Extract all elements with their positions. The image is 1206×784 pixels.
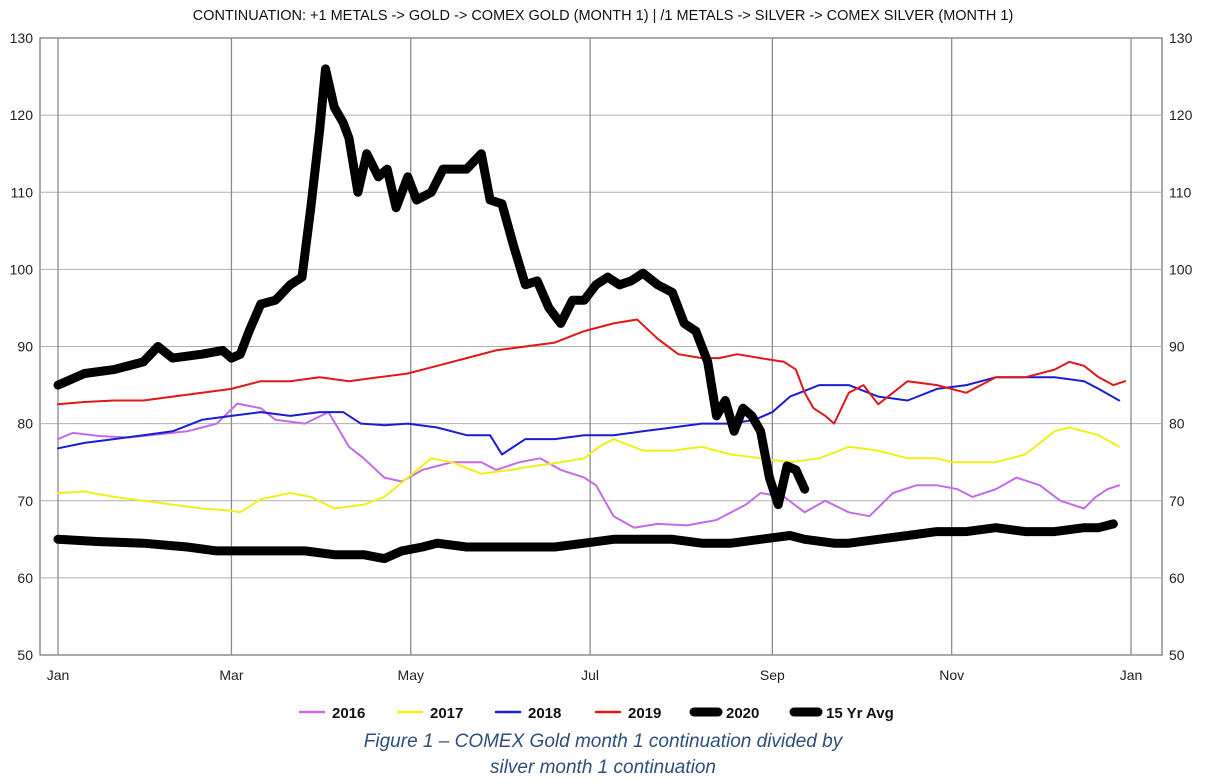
y-tick-label-right: 80: [1169, 416, 1185, 432]
legend-label: 2020: [726, 705, 759, 722]
legend-label: 2019: [628, 705, 661, 722]
legend-label: 2018: [528, 705, 561, 722]
series-line-2019: [57, 318, 1127, 425]
y-tick-label-right: 120: [1169, 107, 1193, 123]
y-tick-label-left: 70: [17, 493, 33, 509]
y-tick-label-right: 60: [1169, 570, 1185, 586]
series-line-2020: [53, 64, 810, 510]
figure-caption-line-2: silver month 1 continuation: [489, 757, 716, 778]
series-line-15-yr-avg: [53, 519, 1118, 564]
y-tick-label-right: 130: [1169, 30, 1193, 46]
y-tick-label-left: 100: [10, 261, 34, 277]
legend-label: 15 Yr Avg: [826, 705, 894, 722]
x-tick-label: Sep: [760, 667, 785, 683]
series-layer: [53, 64, 1127, 564]
x-tick-label: Jan: [1120, 667, 1143, 683]
y-tick-label-left: 130: [10, 30, 34, 46]
y-tick-label-right: 110: [1169, 184, 1192, 200]
series-line-2017: [57, 426, 1121, 514]
figure-caption-line-1: Figure 1 – COMEX Gold month 1 continuati…: [363, 731, 843, 752]
x-tick-label: Jan: [47, 667, 70, 683]
series-line-2018: [57, 376, 1121, 456]
y-tick-label-left: 120: [10, 107, 34, 123]
legend: 2016 2017 2018 2019 2020 15 Yr Avg: [298, 705, 894, 722]
y-tick-label-right: 50: [1169, 647, 1185, 663]
x-tick-label: Mar: [219, 667, 243, 683]
x-tick-label: Nov: [939, 667, 964, 683]
y-tick-label-right: 100: [1169, 261, 1193, 277]
y-tick-label-left: 90: [17, 339, 33, 355]
y-tick-label-left: 110: [11, 184, 34, 200]
x-tick-label: Jul: [581, 667, 599, 683]
y-tick-label-left: 50: [17, 647, 33, 663]
y-tick-label-right: 90: [1169, 339, 1185, 355]
chart-title: CONTINUATION: +1 METALS -> GOLD -> COMEX…: [193, 8, 1014, 24]
axis-layer: 50 50 60 60 70 70 80 80 90 90 100 100 110 110 120 120 13…: [10, 30, 1193, 683]
series-line-2016: [57, 402, 1121, 529]
y-tick-label-right: 70: [1169, 493, 1185, 509]
legend-label: 2017: [430, 705, 463, 722]
y-tick-label-left: 60: [17, 570, 33, 586]
legend-label: 2016: [332, 705, 365, 722]
grid-layer: [40, 38, 1162, 655]
x-tick-label: May: [398, 667, 424, 683]
y-tick-label-left: 80: [17, 416, 33, 432]
